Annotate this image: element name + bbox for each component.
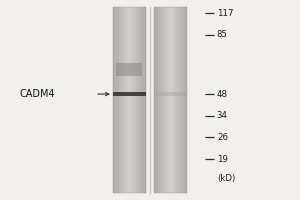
Text: 19: 19 — [217, 155, 228, 164]
Text: 85: 85 — [217, 30, 228, 39]
Bar — [171, 7, 172, 193]
Bar — [173, 7, 174, 193]
Bar — [170, 7, 171, 193]
Text: 48: 48 — [217, 90, 228, 99]
Text: 34: 34 — [217, 111, 228, 120]
Bar — [133, 7, 134, 193]
Bar — [119, 7, 120, 193]
Text: (kD): (kD) — [217, 174, 235, 183]
Text: 26: 26 — [217, 133, 228, 142]
Bar — [123, 7, 124, 193]
Bar — [165, 7, 166, 193]
Bar — [136, 7, 137, 193]
Bar — [113, 7, 146, 193]
Bar — [154, 7, 155, 193]
Bar — [130, 7, 131, 193]
Bar — [143, 7, 144, 193]
Bar — [186, 7, 187, 193]
Bar — [159, 7, 160, 193]
Bar — [121, 7, 122, 193]
Bar — [158, 7, 159, 193]
Bar — [169, 7, 170, 193]
Bar — [166, 7, 167, 193]
Bar — [167, 7, 168, 193]
Bar — [167, 7, 168, 193]
Bar — [116, 63, 142, 76]
Bar — [154, 7, 187, 193]
Bar — [156, 7, 157, 193]
Bar — [115, 7, 116, 193]
Bar — [141, 7, 142, 193]
Bar — [118, 7, 119, 193]
Bar — [160, 7, 161, 193]
Bar — [113, 7, 114, 193]
Bar — [135, 7, 136, 193]
Bar — [129, 7, 130, 193]
Bar — [185, 7, 186, 193]
Bar — [134, 7, 135, 193]
Bar — [114, 7, 115, 193]
Bar — [140, 7, 141, 193]
Bar — [183, 7, 184, 193]
Bar — [181, 7, 182, 193]
Bar — [127, 7, 128, 193]
Bar — [131, 7, 132, 193]
Bar — [179, 7, 180, 193]
Text: CADM4: CADM4 — [19, 89, 55, 99]
Bar — [178, 7, 179, 193]
Bar — [144, 7, 145, 193]
Bar — [124, 7, 125, 193]
Bar — [175, 7, 176, 193]
Bar — [142, 7, 143, 193]
Bar — [172, 7, 173, 193]
Bar — [155, 7, 156, 193]
Bar — [180, 7, 181, 193]
Bar — [162, 7, 163, 193]
Bar — [185, 7, 186, 193]
Bar — [145, 7, 146, 193]
Bar — [164, 7, 165, 193]
Text: 117: 117 — [217, 9, 233, 18]
Bar — [182, 7, 183, 193]
Bar — [139, 7, 140, 193]
Bar — [176, 7, 177, 193]
Bar — [132, 7, 133, 193]
Bar — [184, 7, 185, 193]
Bar — [125, 7, 126, 193]
Bar — [128, 7, 129, 193]
Bar — [116, 7, 117, 193]
Bar — [156, 92, 185, 96]
Bar — [163, 7, 164, 193]
Bar — [122, 7, 123, 193]
Bar — [161, 7, 162, 193]
Bar — [158, 7, 159, 193]
Bar — [113, 92, 146, 96]
Bar — [137, 7, 138, 193]
Bar — [117, 7, 118, 193]
Bar — [138, 7, 139, 193]
Bar — [176, 7, 177, 193]
Bar — [157, 7, 158, 193]
Bar — [174, 7, 175, 193]
Bar — [177, 7, 178, 193]
Bar — [126, 7, 127, 193]
Bar — [168, 7, 169, 193]
Bar — [120, 7, 121, 193]
